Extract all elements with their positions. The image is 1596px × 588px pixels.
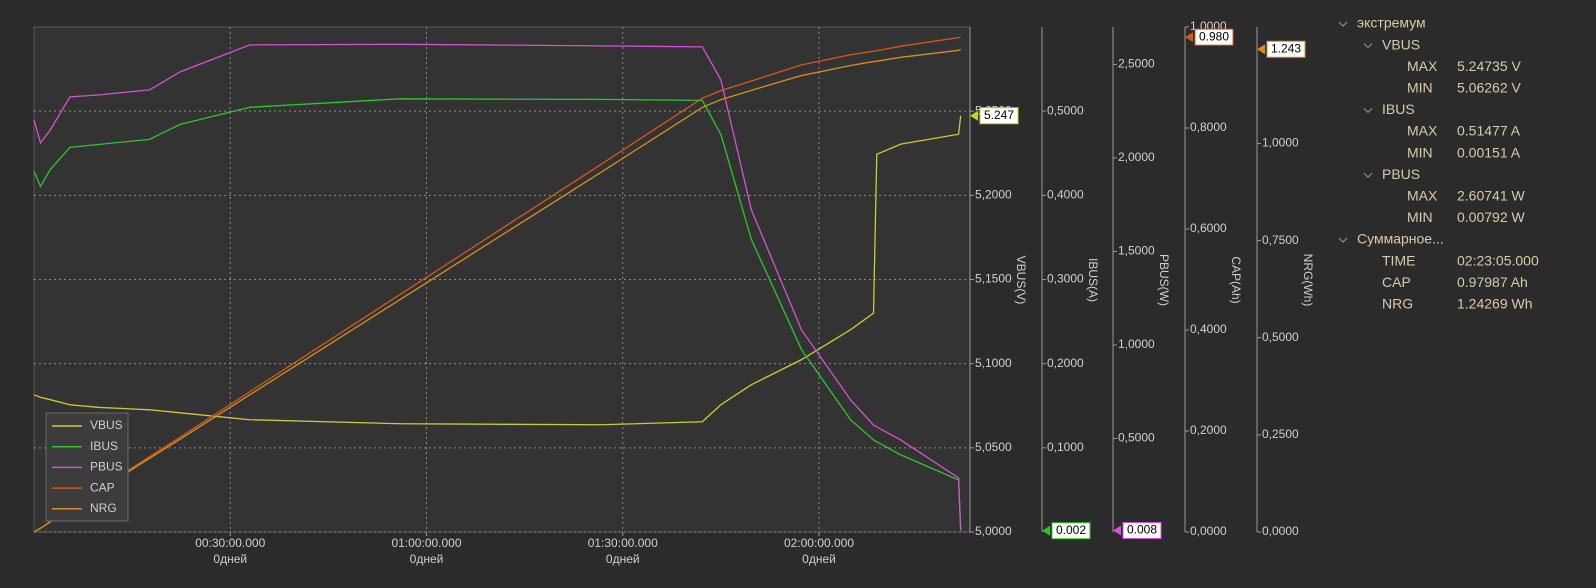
y-tick-label: 0,5000	[1047, 103, 1084, 117]
series-line	[33, 43, 962, 531]
value-marker-box	[979, 107, 1019, 125]
x-tick-sublabel: 0дней	[606, 552, 640, 566]
tree-label: Суммарное...	[1357, 231, 1444, 247]
y-tick-label: 5,1500	[975, 272, 1012, 286]
value-marker-box	[1194, 28, 1234, 46]
tree-value: 0.00792 W	[1457, 209, 1525, 225]
x-tick-sublabel: 0дней	[410, 552, 444, 566]
x-tick-sublabel: 0дней	[213, 552, 247, 566]
y-tick-label: 0,4000	[1047, 188, 1084, 202]
tree-chevron	[1338, 21, 1348, 27]
value-marker-box	[1266, 40, 1306, 58]
tree-value: 0.00151 A	[1457, 144, 1521, 160]
y-tick-label: 5,0000	[975, 524, 1012, 538]
tree-chevron	[1338, 237, 1348, 243]
series-line	[33, 115, 962, 426]
tree-label: MAX	[1407, 123, 1438, 139]
y-tick-label: 5,0500	[975, 440, 1012, 454]
tree-panel: экстремум VBUS MAX 5.24735 V MIN 5.06262 V IBU…	[1338, 15, 1539, 312]
y-tick-label: 0,0000	[1262, 524, 1299, 538]
y-tick-label: 0,0000	[1190, 524, 1227, 538]
legend-label: CAP	[90, 480, 115, 494]
y-tick-label: 0,2000	[1190, 423, 1227, 437]
y-axis-title: NRG(Wh)	[1301, 254, 1315, 307]
x-tick-label: 01:00:00.000	[391, 536, 461, 550]
y-tick-label: 1,5000	[1118, 244, 1155, 258]
tree-value: 0.51477 A	[1457, 123, 1521, 139]
y-axis-title: PBUS(W)	[1157, 254, 1171, 306]
y-tick-label: 0,7500	[1262, 233, 1299, 247]
tree-chevron	[1363, 172, 1373, 178]
tree-label: CAP	[1382, 274, 1411, 290]
x-tick-label: 01:30:00.000	[588, 536, 658, 550]
tree-label: MAX	[1407, 58, 1438, 74]
series-line	[33, 98, 962, 531]
y-tick-label: 0,5000	[1262, 330, 1299, 344]
value-marker-box	[1051, 522, 1091, 540]
tree-value: 1.24269 Wh	[1457, 296, 1533, 312]
value-marker-arrow	[1042, 525, 1050, 536]
tree-label: IBUS	[1382, 101, 1415, 117]
tree-label: NRG	[1382, 296, 1413, 312]
tree-label: MIN	[1407, 144, 1433, 160]
value-marker-label: 0.980	[1199, 29, 1229, 43]
y-axis-title: IBUS(A)	[1086, 258, 1100, 302]
value-marker-box	[1122, 522, 1162, 540]
y-tick-label: 2,5000	[1118, 57, 1155, 71]
tree-value: 02:23:05.000	[1457, 252, 1539, 268]
value-marker-arrow	[1257, 44, 1265, 55]
y-tick-label: 2,0000	[1118, 150, 1155, 164]
tree-label: MAX	[1407, 188, 1438, 204]
y-tick-label: 0,3000	[1047, 272, 1084, 286]
tree-label: VBUS	[1382, 36, 1420, 52]
y-tick-label: 0,5000	[1118, 431, 1155, 445]
y-tick-label: 0,2500	[1262, 427, 1299, 441]
value-marker-arrow	[1113, 525, 1121, 536]
tree-label: экстремум	[1357, 15, 1426, 31]
y-tick-label: 1,0000	[1118, 337, 1155, 351]
legend-label: VBUS	[90, 418, 123, 432]
tree-value: 2.60741 W	[1457, 188, 1525, 204]
y-axis-title: VBUS(V)	[1014, 256, 1028, 305]
tree-chevron	[1363, 43, 1373, 49]
x-tick-label: 02:00:00.000	[784, 536, 854, 550]
value-marker-label: 5.247	[984, 108, 1014, 122]
x-tick-sublabel: 0дней	[802, 552, 836, 566]
y-tick-label: 5,2000	[975, 188, 1012, 202]
y-tick-label: 0,2000	[1047, 356, 1084, 370]
value-marker-arrow	[970, 110, 978, 121]
tree-value: 5.24735 V	[1457, 58, 1521, 74]
y-tick-label: 0,8000	[1190, 120, 1227, 134]
tree-value: 0.97987 Ah	[1457, 274, 1528, 290]
tree-chevron	[1363, 108, 1373, 114]
tree-label: MIN	[1407, 209, 1433, 225]
y-tick-label: 5,1000	[975, 356, 1012, 370]
value-marker-label: 0.002	[1056, 523, 1086, 537]
legend-label: PBUS	[90, 460, 123, 474]
value-marker-arrow	[1185, 32, 1193, 43]
legend-label: IBUS	[90, 439, 118, 453]
y-axis-title: CAP(Ah)	[1229, 256, 1243, 303]
value-marker-label: 0.008	[1127, 523, 1157, 537]
tree-label: PBUS	[1382, 166, 1420, 182]
value-marker-label: 1.243	[1271, 41, 1301, 55]
y-tick-label: 1,0000	[1262, 136, 1299, 150]
y-tick-label: 0,4000	[1190, 322, 1227, 336]
y-tick-label: 0,1000	[1047, 440, 1084, 454]
tree-label: TIME	[1382, 252, 1415, 268]
tree-value: 5.06262 V	[1457, 80, 1521, 96]
legend-label: NRG	[90, 501, 117, 515]
y-tick-label: 0,6000	[1190, 221, 1227, 235]
x-tick-label: 00:30:00.000	[195, 536, 265, 550]
tree-label: MIN	[1407, 80, 1433, 96]
